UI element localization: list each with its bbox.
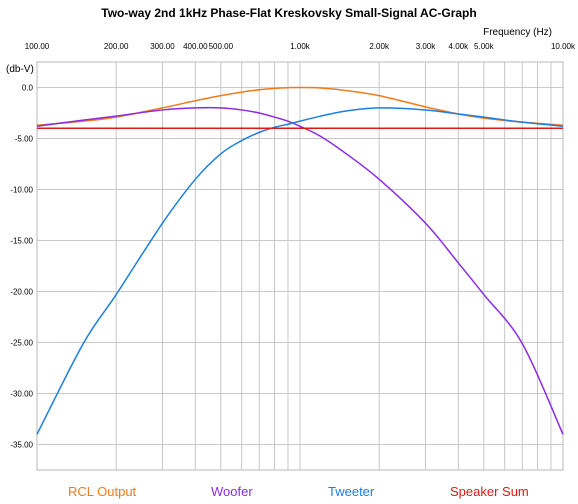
x-tick-label: 300.00 (150, 42, 175, 51)
y-axis-label: (db-V) (6, 64, 34, 75)
y-tick-label: -35.00 (10, 441, 33, 450)
x-tick-label: 2.00k (369, 42, 390, 51)
x-tick-label: 10.00k (551, 42, 576, 51)
tweeter-line (36, 107, 564, 435)
y-tick-label: -5.00 (15, 135, 34, 144)
woofer-line (36, 106, 564, 435)
x-tick-label: 500.00 (209, 42, 234, 51)
x-tick-label: 200.00 (104, 42, 129, 51)
y-tick-label: -20.00 (10, 288, 33, 297)
y-tick-label: -30.00 (10, 390, 33, 399)
legend-tweeter: Tweeter (328, 484, 375, 499)
y-tick-label: -10.00 (10, 186, 33, 195)
y-tick-label: -25.00 (10, 339, 33, 348)
x-tick-label: 4.00k (449, 42, 470, 51)
legend-speaker-sum: Speaker Sum (450, 484, 529, 499)
legend-rcl-output: RCL Output (68, 484, 137, 499)
x-axis-label: Frequency (Hz) (483, 27, 552, 38)
x-tick-label: 5.00k (474, 42, 495, 51)
x-tick-label: 3.00k (416, 42, 437, 51)
y-tick-label: 0.0 (22, 84, 34, 93)
x-tick-label: 400.00 (183, 42, 208, 51)
x-tick-label: 1.00k (290, 42, 311, 51)
x-tick-label: 100.00 (25, 42, 50, 51)
legend-woofer: Woofer (211, 484, 253, 499)
chart-title: Two-way 2nd 1kHz Phase-Flat Kreskovsky S… (101, 6, 477, 20)
y-tick-label: -15.00 (10, 237, 33, 246)
